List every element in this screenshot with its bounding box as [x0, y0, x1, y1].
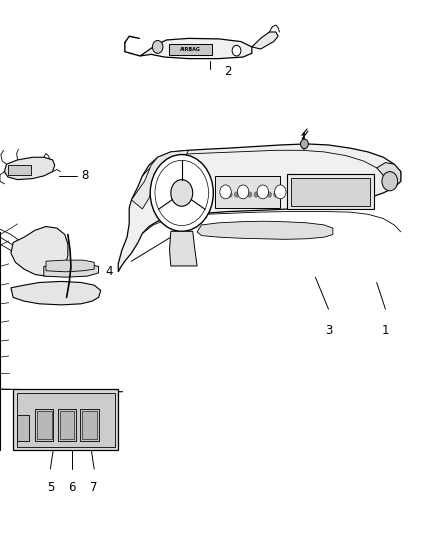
Polygon shape [118, 144, 401, 272]
Bar [8, 165, 31, 175]
Bar [13, 389, 118, 450]
Text: 8: 8 [82, 169, 89, 182]
Bar [82, 411, 97, 439]
Text: 7: 7 [90, 481, 98, 494]
Polygon shape [11, 281, 101, 305]
Circle shape [237, 185, 249, 199]
Circle shape [267, 192, 272, 197]
Bar [17, 393, 115, 447]
Circle shape [241, 192, 245, 197]
Bar [287, 174, 374, 209]
Circle shape [232, 45, 241, 56]
Bar [35, 409, 53, 441]
Circle shape [274, 192, 278, 197]
Polygon shape [46, 260, 94, 272]
Text: 1: 1 [381, 324, 389, 337]
Bar [17, 415, 29, 441]
Circle shape [152, 41, 163, 53]
Polygon shape [197, 221, 333, 239]
Text: 4: 4 [106, 265, 113, 278]
Circle shape [254, 192, 258, 197]
Text: 2: 2 [224, 66, 232, 78]
Bar [215, 176, 280, 208]
Bar [37, 411, 52, 439]
Polygon shape [11, 227, 68, 276]
Polygon shape [140, 38, 252, 59]
Circle shape [261, 192, 265, 197]
Bar [291, 178, 370, 206]
Polygon shape [252, 32, 278, 49]
Bar [60, 411, 74, 439]
Circle shape [171, 180, 193, 206]
Circle shape [247, 192, 252, 197]
Bar [169, 44, 212, 55]
Polygon shape [44, 264, 99, 277]
Circle shape [257, 185, 268, 199]
Circle shape [155, 160, 208, 225]
Text: 6: 6 [68, 481, 76, 494]
Polygon shape [170, 231, 197, 266]
Circle shape [220, 185, 231, 199]
Text: AIRBAG: AIRBAG [180, 47, 201, 52]
Text: 3: 3 [325, 324, 332, 337]
Polygon shape [377, 163, 401, 188]
Circle shape [221, 192, 226, 197]
Circle shape [275, 185, 286, 199]
Text: 5: 5 [47, 481, 54, 494]
Circle shape [300, 139, 308, 149]
Bar [58, 409, 76, 441]
Polygon shape [4, 157, 55, 180]
Circle shape [228, 192, 232, 197]
Bar [80, 409, 99, 441]
Polygon shape [131, 150, 188, 209]
Circle shape [382, 172, 398, 191]
Circle shape [150, 155, 213, 231]
Circle shape [234, 192, 239, 197]
